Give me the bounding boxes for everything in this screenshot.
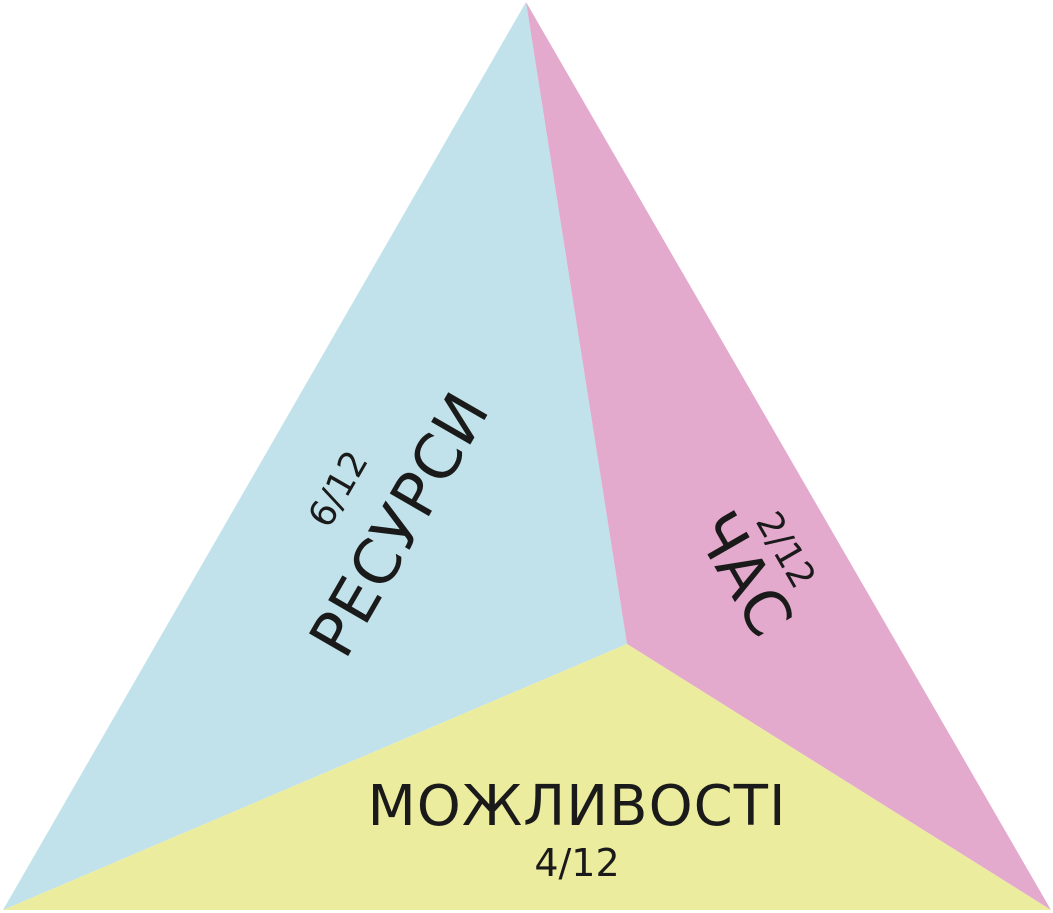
- segment-resources: [3, 2, 627, 910]
- segment-opportunities: [3, 644, 1051, 910]
- segment-opportunities-fraction: 4/12: [534, 841, 619, 885]
- segment-opportunities-label: МОЖЛИВОСТІ: [367, 774, 786, 839]
- segment-time: [526, 2, 1051, 910]
